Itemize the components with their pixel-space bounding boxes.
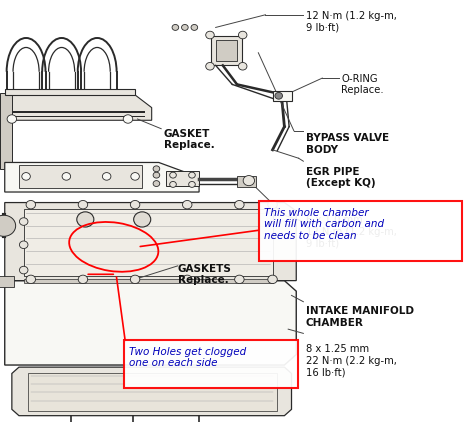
Circle shape (243, 176, 255, 186)
Circle shape (275, 92, 283, 99)
Text: INTAKE MANIFOLD
CHAMBER: INTAKE MANIFOLD CHAMBER (306, 306, 414, 327)
Text: 12 N·m (1.2 kg-m,
9 lb·ft): 12 N·m (1.2 kg-m, 9 lb·ft) (306, 11, 397, 32)
Circle shape (153, 172, 160, 178)
Circle shape (19, 266, 28, 274)
Circle shape (131, 173, 139, 180)
Circle shape (235, 275, 244, 284)
Circle shape (235, 200, 244, 209)
Circle shape (182, 275, 192, 284)
Bar (24, 279, 273, 283)
Circle shape (206, 31, 214, 39)
Polygon shape (5, 95, 152, 120)
Circle shape (26, 200, 36, 209)
Bar (28, 373, 277, 411)
Text: O-RING
Replace.: O-RING Replace. (341, 74, 384, 95)
Bar (5, 89, 135, 95)
Circle shape (78, 275, 88, 284)
Bar (166, 171, 199, 186)
Circle shape (77, 212, 94, 227)
Circle shape (102, 173, 111, 180)
Circle shape (0, 215, 16, 236)
Bar (24, 209, 273, 276)
Text: 6 x 1.0 mm
12 N·m (1.2 kg-m,
9 lb·ft): 6 x 1.0 mm 12 N·m (1.2 kg-m, 9 lb·ft) (306, 215, 397, 249)
Circle shape (189, 172, 195, 178)
Text: BYPASS VALVE
BODY: BYPASS VALVE BODY (306, 133, 389, 154)
Circle shape (153, 181, 160, 187)
Bar (19, 165, 142, 188)
Circle shape (170, 181, 176, 187)
Text: GASKETS
Replace.: GASKETS Replace. (178, 264, 232, 285)
Polygon shape (12, 367, 292, 416)
Circle shape (170, 172, 176, 178)
Bar (216, 40, 237, 61)
Text: EGR PIPE
(Except KQ): EGR PIPE (Except KQ) (306, 167, 375, 188)
Circle shape (182, 24, 188, 30)
Polygon shape (5, 203, 296, 281)
Circle shape (238, 31, 247, 39)
Circle shape (172, 24, 179, 30)
Circle shape (7, 115, 17, 123)
Circle shape (134, 212, 151, 227)
Bar (12, 111, 145, 113)
Circle shape (26, 275, 36, 284)
Bar (211, 36, 242, 65)
Bar (12, 116, 145, 117)
Text: This whole chamber
will fill with carbon and
needs to be clean: This whole chamber will fill with carbon… (264, 208, 384, 241)
Circle shape (130, 275, 140, 284)
Circle shape (238, 62, 247, 70)
Bar (237, 176, 256, 187)
Circle shape (78, 200, 88, 209)
Bar (0, 0, 299, 422)
Circle shape (153, 166, 160, 172)
Polygon shape (5, 162, 199, 192)
Circle shape (206, 62, 214, 70)
Circle shape (191, 24, 198, 30)
FancyBboxPatch shape (124, 340, 298, 388)
Circle shape (268, 200, 277, 209)
Circle shape (130, 200, 140, 209)
Circle shape (182, 200, 192, 209)
Text: Two Holes get clogged
one on each side: Two Holes get clogged one on each side (129, 347, 246, 368)
Polygon shape (5, 281, 296, 365)
Text: GASKET
Replace.: GASKET Replace. (164, 129, 214, 150)
Circle shape (19, 218, 28, 225)
Circle shape (189, 181, 195, 187)
Circle shape (268, 275, 277, 284)
Circle shape (123, 115, 133, 123)
Bar (0, 93, 12, 169)
Circle shape (62, 173, 71, 180)
FancyBboxPatch shape (259, 201, 462, 261)
Circle shape (19, 241, 28, 249)
Bar (273, 91, 292, 101)
Circle shape (22, 173, 30, 180)
Bar (0, 276, 14, 287)
Text: 8 x 1.25 mm
22 N·m (2.2 kg-m,
16 lb·ft): 8 x 1.25 mm 22 N·m (2.2 kg-m, 16 lb·ft) (306, 344, 397, 377)
